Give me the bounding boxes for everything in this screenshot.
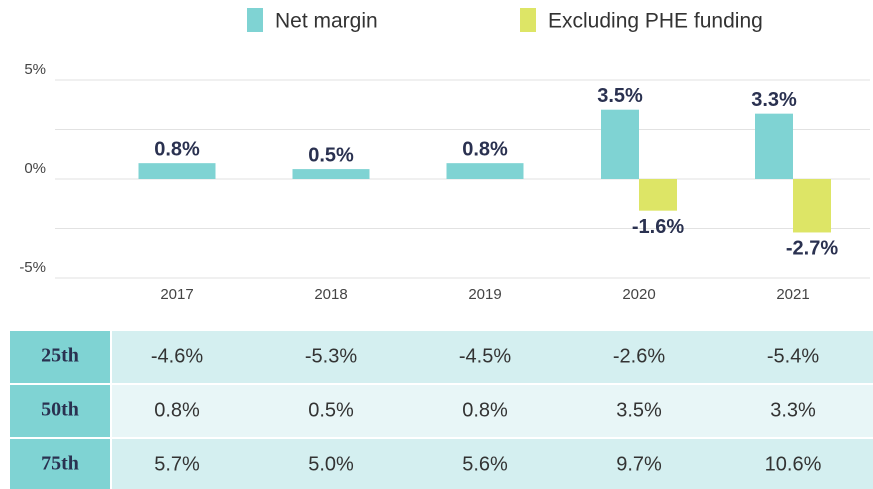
- data-label: 3.5%: [597, 85, 643, 107]
- bar: [138, 163, 216, 179]
- x-tick-label: 2019: [468, 286, 501, 303]
- y-tick-label: 5%: [24, 61, 46, 78]
- x-tick-label: 2021: [776, 286, 809, 303]
- bar: [755, 113, 793, 179]
- table-row: [112, 385, 873, 437]
- table-header-cell: [10, 385, 110, 437]
- row-header: 25th: [41, 345, 79, 367]
- legend-swatch: [247, 8, 263, 32]
- table-cell: 10.6%: [765, 453, 822, 475]
- table-cell: -4.5%: [459, 345, 511, 367]
- y-tick-label: 0%: [24, 160, 46, 177]
- row-header: 75th: [41, 453, 79, 475]
- table-cell: 0.5%: [308, 399, 354, 421]
- bar: [292, 169, 370, 179]
- x-tick-label: 2020: [622, 286, 655, 303]
- bar: [446, 163, 524, 179]
- row-header: 50th: [41, 399, 79, 421]
- data-label: -1.6%: [632, 216, 684, 238]
- y-tick-label: -5%: [19, 259, 46, 276]
- data-label: 3.3%: [751, 89, 797, 111]
- table-cell: 0.8%: [462, 399, 508, 421]
- table-cell: -5.4%: [767, 345, 819, 367]
- x-tick-label: 2017: [160, 286, 193, 303]
- legend-label: Excluding PHE funding: [548, 10, 763, 33]
- data-label: 0.5%: [308, 144, 354, 166]
- data-label: 0.8%: [462, 138, 508, 160]
- table-row: [112, 439, 873, 489]
- data-label: 0.8%: [154, 138, 200, 160]
- bar: [601, 109, 639, 179]
- legend-swatch: [520, 8, 536, 32]
- table-cell: 0.8%: [154, 399, 200, 421]
- x-tick-label: 2018: [314, 286, 347, 303]
- bar: [639, 179, 677, 211]
- table-cell: 5.7%: [154, 453, 200, 475]
- table-cell: 3.3%: [770, 399, 816, 421]
- data-label: -2.7%: [786, 238, 838, 260]
- table-cell: 3.5%: [616, 399, 662, 421]
- table-header-cell: [10, 331, 110, 383]
- table-cell: -5.3%: [305, 345, 357, 367]
- table-cell: -2.6%: [613, 345, 665, 367]
- legend-label: Net margin: [275, 10, 378, 33]
- table-header-cell: [10, 439, 110, 489]
- table-cell: 5.0%: [308, 453, 354, 475]
- table-cell: -4.6%: [151, 345, 203, 367]
- table-cell: 9.7%: [616, 453, 662, 475]
- table-row: [112, 331, 873, 383]
- table-cell: 5.6%: [462, 453, 508, 475]
- bar: [793, 179, 831, 233]
